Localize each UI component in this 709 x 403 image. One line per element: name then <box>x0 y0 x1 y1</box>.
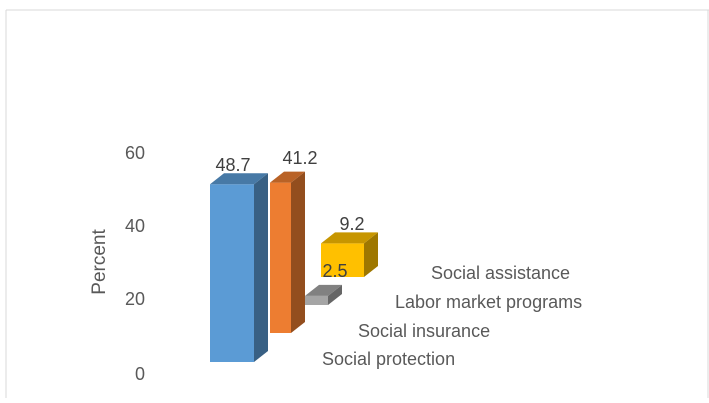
y-tick-label: 0 <box>135 364 145 384</box>
bar-front-face <box>210 184 254 362</box>
data-label: 9.2 <box>339 214 364 234</box>
category-label: Social assistance <box>431 263 570 283</box>
y-tick-labels: 0 20 40 60 <box>125 143 145 384</box>
category-label: Social insurance <box>358 321 490 341</box>
y-tick-label: 20 <box>125 289 145 309</box>
bars <box>210 171 378 362</box>
y-axis-title: Percent <box>89 229 110 295</box>
bar-front-face <box>270 182 291 333</box>
data-labels: 48.7 41.2 2.5 9.2 <box>215 148 364 281</box>
category-label: Social protection <box>322 349 455 369</box>
bar-front-face <box>305 295 328 305</box>
y-tick-label: 40 <box>125 216 145 236</box>
bar-front-face <box>321 243 364 277</box>
category-label: Labor market programs <box>395 292 582 312</box>
bar-top-face <box>321 232 378 244</box>
bar-side-face <box>328 284 342 305</box>
data-label: 2.5 <box>322 261 347 281</box>
bar-top-face <box>305 284 342 296</box>
bar <box>321 232 378 277</box>
bar-side-face <box>291 171 305 333</box>
bar-top-face <box>270 171 305 183</box>
category-labels: Social protection Social insurance Labor… <box>322 263 582 369</box>
data-label: 41.2 <box>282 148 317 168</box>
bar <box>270 171 305 333</box>
data-label: 48.7 <box>215 155 250 175</box>
bar-top-face <box>210 173 268 185</box>
bar <box>305 284 342 305</box>
y-tick-label: 60 <box>125 143 145 163</box>
bar-side-face <box>254 173 268 362</box>
bar-side-face <box>364 232 378 277</box>
bar <box>210 173 268 362</box>
